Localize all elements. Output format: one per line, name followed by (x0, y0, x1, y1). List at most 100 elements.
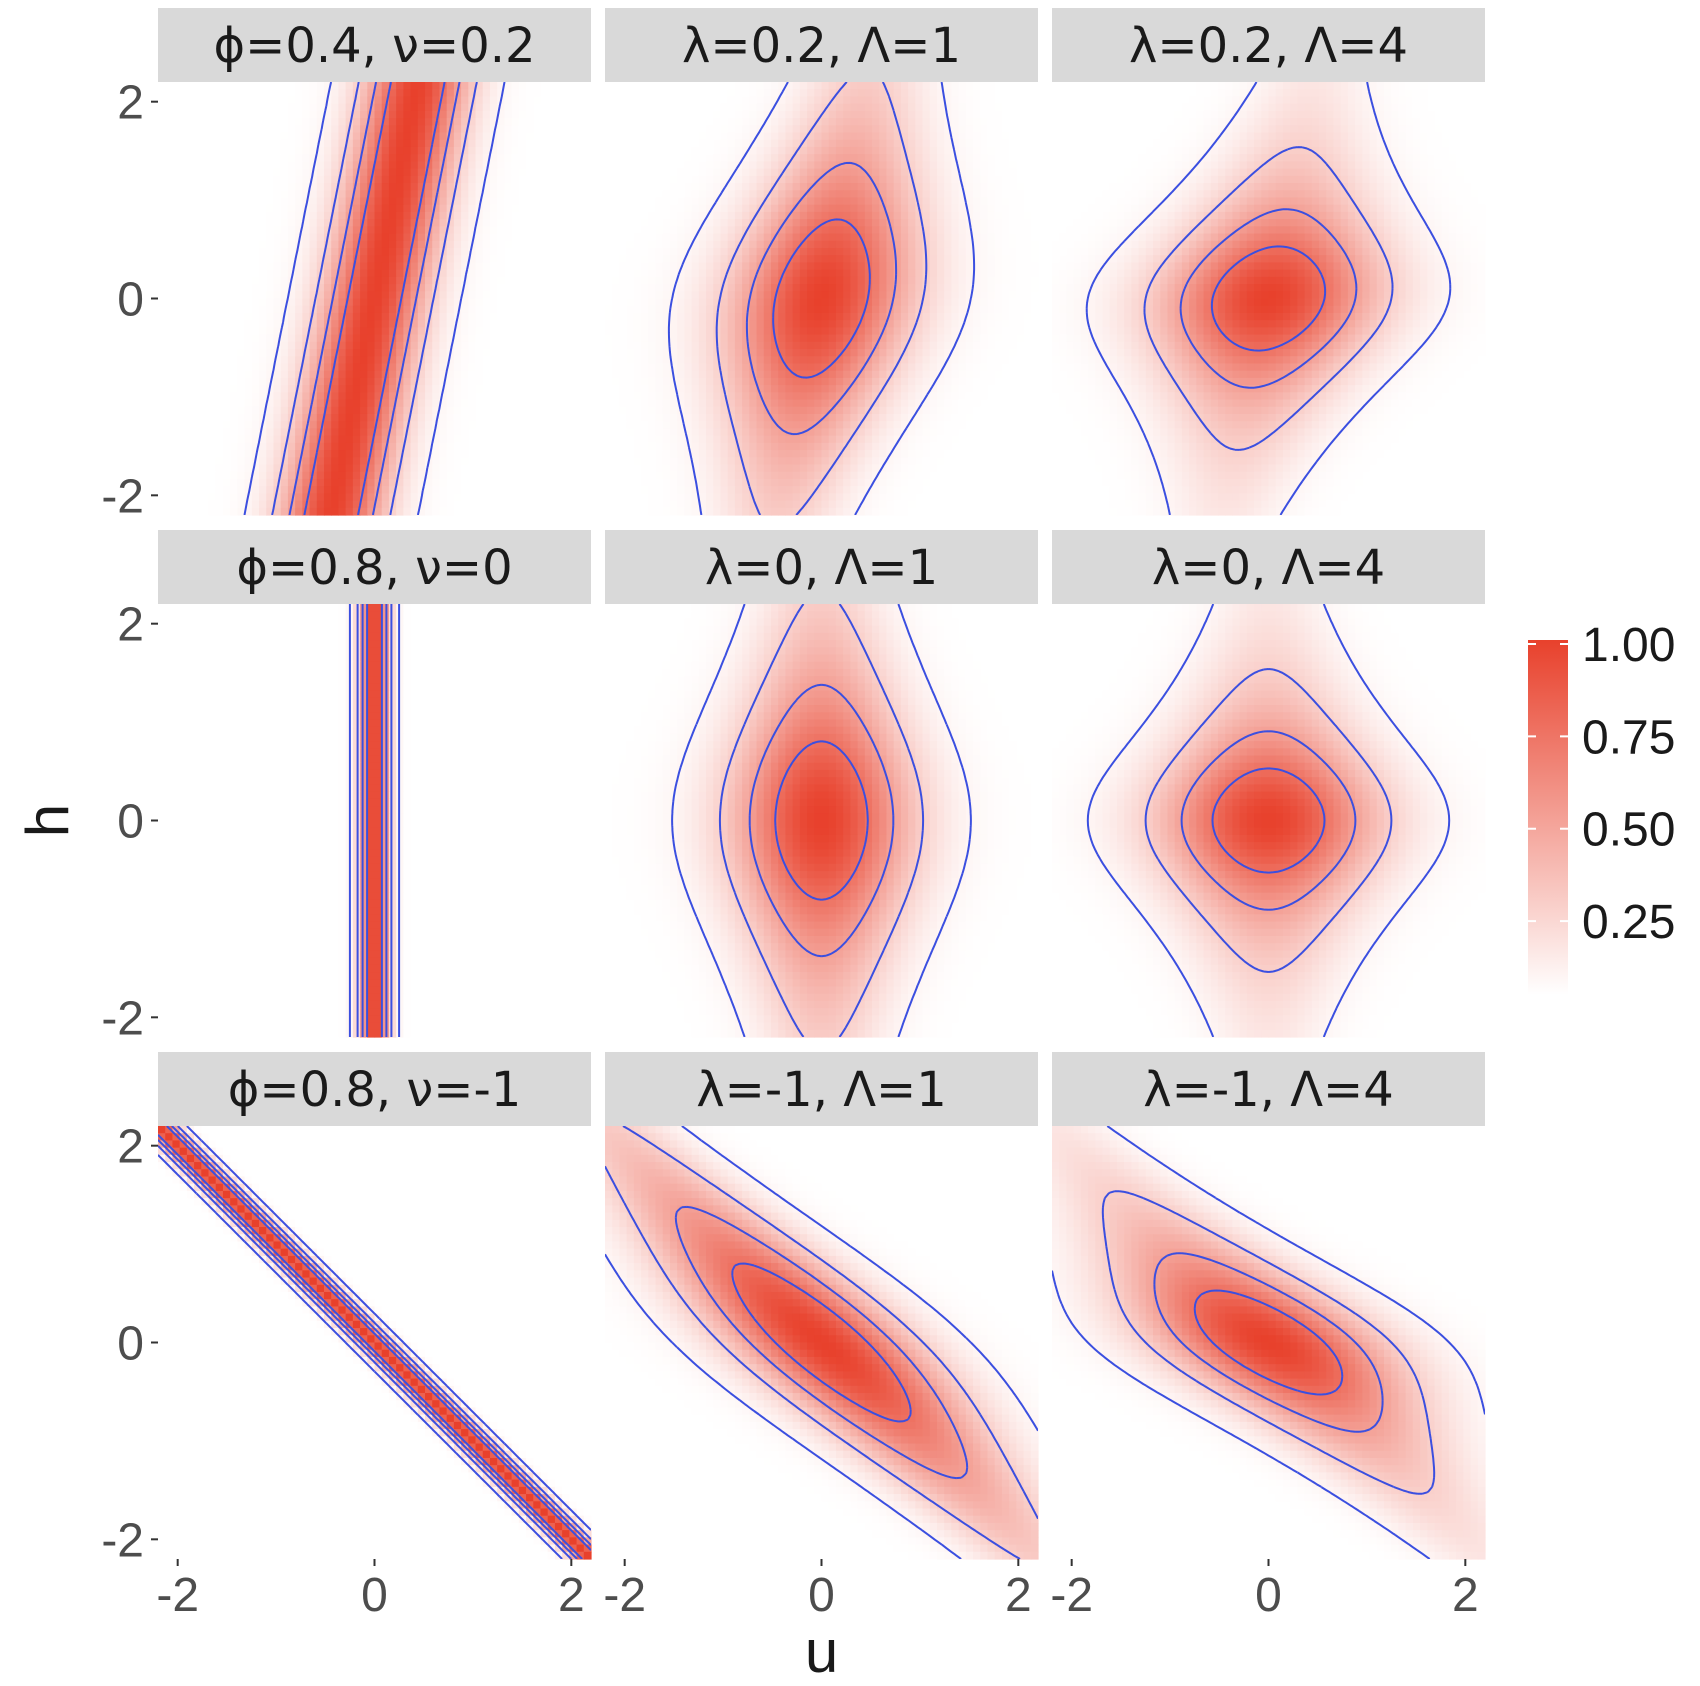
heat-tile (194, 89, 202, 97)
heat-tile (584, 197, 592, 205)
heat-tile (454, 212, 462, 220)
heat-tile (302, 176, 310, 184)
heat-tile (577, 183, 585, 191)
heat-tile (577, 169, 585, 177)
heat-tile (504, 104, 512, 112)
heat-tile (490, 89, 498, 97)
heat-tile (302, 169, 310, 177)
heat-tile (519, 169, 527, 177)
heat-tile (223, 89, 231, 97)
heat-tile (281, 118, 289, 126)
heat-tile (216, 161, 224, 169)
heat-tile (295, 212, 303, 220)
heat-tile (194, 219, 202, 227)
heat-tile (273, 176, 281, 184)
heat-tile (411, 111, 419, 119)
heat-tile (331, 161, 339, 169)
heat-tile (382, 169, 390, 177)
heat-tile (302, 147, 310, 155)
heat-tile (367, 133, 375, 141)
heat-tile (201, 205, 209, 213)
heat-tile (403, 197, 411, 205)
heat-tile (209, 190, 217, 198)
heat-tile (266, 104, 274, 112)
heat-tile (331, 219, 339, 227)
heat-tile (569, 104, 577, 112)
heat-tile (504, 147, 512, 155)
heat-tile (201, 169, 209, 177)
heat-tile (555, 133, 563, 141)
heat-tile (252, 219, 260, 227)
heat-tile (209, 82, 217, 90)
heat-tile (237, 161, 245, 169)
heat-tile (439, 190, 447, 198)
heat-tile (396, 111, 404, 119)
heat-tile (533, 82, 541, 90)
heat-tile (497, 212, 505, 220)
heat-tile (548, 104, 556, 112)
heat-tile (252, 118, 260, 126)
heat-tile (180, 140, 188, 148)
heat-tile (230, 111, 238, 119)
heat-tile (172, 104, 180, 112)
heat-tile (403, 183, 411, 191)
heat-tile (548, 154, 556, 162)
heat-tile (295, 169, 303, 177)
heat-tile (172, 82, 180, 90)
heat-tile (548, 161, 556, 169)
heat-tile (569, 183, 577, 191)
heat-tile (490, 197, 498, 205)
heat-tile (548, 111, 556, 119)
heat-tile (194, 118, 202, 126)
heat-tile (519, 190, 527, 198)
heat-tile (230, 161, 238, 169)
heat-tile (533, 154, 541, 162)
heat-tile (230, 212, 238, 220)
heat-tile (194, 140, 202, 148)
heat-tile (375, 212, 383, 220)
heat-tile (259, 197, 267, 205)
heat-tile (302, 96, 310, 104)
heat-tile (288, 140, 296, 148)
heat-tile (403, 125, 411, 133)
heat-tile (526, 140, 534, 148)
heat-tile (533, 125, 541, 133)
heat-tile (389, 147, 397, 155)
heat-tile (396, 133, 404, 141)
heat-tile (468, 176, 476, 184)
heat-tile (158, 183, 166, 191)
heat-tile (396, 176, 404, 184)
heat-tile (375, 111, 383, 119)
heat-tile (540, 197, 548, 205)
heat-tile (555, 82, 563, 90)
heat-tile (209, 212, 217, 220)
heat-tile (382, 147, 390, 155)
heat-tile (533, 161, 541, 169)
heat-tile (519, 96, 527, 104)
heat-tile (281, 147, 289, 155)
heat-tile (165, 104, 173, 112)
heat-tile (346, 161, 354, 169)
heat-tile (237, 118, 245, 126)
heat-tile (403, 82, 411, 90)
heat-tile (447, 176, 455, 184)
heat-tile (548, 205, 556, 213)
heat-tile (512, 140, 520, 148)
heat-tile (252, 96, 260, 104)
heat-tile (187, 140, 195, 148)
heat-tile (245, 183, 253, 191)
heat-tile (209, 147, 217, 155)
heat-tile (317, 190, 325, 198)
heat-tile (230, 197, 238, 205)
heat-tile (187, 219, 195, 227)
heat-tile (555, 96, 563, 104)
heat-tile (201, 104, 209, 112)
heat-tile (230, 125, 238, 133)
heat-tile (411, 197, 419, 205)
heat-tile (172, 219, 180, 227)
heat-tile (180, 169, 188, 177)
heat-tile (548, 118, 556, 126)
heat-tile (346, 96, 354, 104)
heat-tile (540, 133, 548, 141)
heat-tile (201, 183, 209, 191)
